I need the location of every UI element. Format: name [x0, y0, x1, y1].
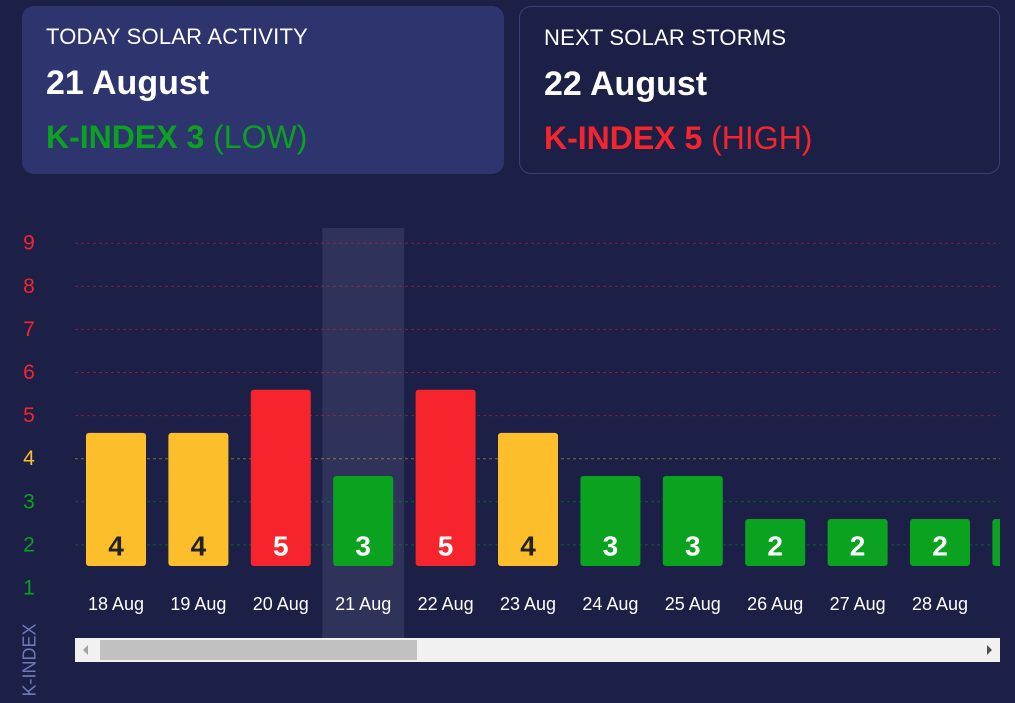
y-tick-5: 5 — [23, 404, 35, 427]
bar-label-6: 3 — [603, 531, 619, 562]
bar-label-5: 4 — [520, 531, 536, 562]
bar-label-1: 4 — [191, 531, 207, 562]
bar-6 — [580, 475, 641, 566]
x-tick-2: 20 Aug — [253, 594, 309, 614]
bar-10 — [910, 519, 970, 566]
y-tick-6: 6 — [23, 361, 35, 384]
today-activity-card: TODAY SOLAR ACTIVITY 21 August K-INDEX 3… — [22, 6, 504, 174]
bar-2 — [250, 389, 311, 566]
bar-label-10: 2 — [932, 531, 948, 562]
x-tick-8: 26 Aug — [747, 594, 803, 614]
bar-8 — [745, 519, 806, 566]
bar-0 — [86, 432, 146, 566]
x-tick-3: 21 Aug — [335, 594, 391, 614]
next-label: NEXT SOLAR STORMS — [544, 25, 787, 50]
bar-5 — [498, 432, 558, 566]
bar-label-4: 5 — [438, 531, 454, 562]
x-tick-9: 27 Aug — [830, 594, 886, 614]
bar-label-2: 5 — [273, 531, 289, 562]
bars-group: 4 18 Aug 4 19 Aug 5 20 Aug 3 21 Aug 5 22 Aug 4 23 A… — [86, 389, 1000, 614]
bar-11 — [992, 519, 1000, 566]
x-tick-10: 28 Aug — [912, 594, 968, 614]
x-tick-6: 24 Aug — [582, 594, 638, 614]
bar-1 — [168, 432, 229, 566]
y-tick-1: 1 — [23, 577, 35, 600]
scroll-thumb[interactable] — [100, 640, 417, 660]
x-tick-1: 19 Aug — [170, 594, 226, 614]
next-kindex-value: K-INDEX 5 — [544, 120, 703, 156]
x-tick-5: 23 Aug — [500, 594, 556, 614]
bar-9 — [827, 519, 888, 566]
y-tick-7: 7 — [23, 318, 35, 341]
scroll-right-arrow-icon[interactable] — [980, 638, 1000, 662]
today-kindex-value: K-INDEX 3 — [46, 119, 205, 155]
bar-7 — [662, 475, 723, 566]
bar-4 — [415, 389, 476, 566]
today-kindex: K-INDEX 3 (LOW) — [46, 119, 480, 156]
today-label: TODAY SOLAR ACTIVITY — [46, 24, 308, 49]
highlight-band — [322, 228, 405, 640]
next-kindex: K-INDEX 5 (HIGH) — [544, 120, 975, 157]
y-tick-4: 4 — [23, 447, 35, 470]
next-kindex-level: (HIGH) — [711, 120, 813, 156]
x-tick-0: 18 Aug — [88, 594, 144, 614]
bar-label-7: 3 — [685, 531, 701, 562]
y-tick-8: 8 — [23, 275, 35, 298]
today-kindex-level: (LOW) — [213, 119, 308, 155]
y-axis-title: K-INDEX — [19, 623, 40, 697]
x-tick-7: 25 Aug — [665, 594, 721, 614]
bar-3 — [333, 475, 394, 566]
bar-label-8: 2 — [767, 531, 783, 562]
chart-scrollbar[interactable] — [75, 638, 1000, 662]
today-date: 21 August — [46, 64, 210, 102]
next-date: 22 August — [544, 65, 708, 103]
bar-label-0: 4 — [108, 531, 124, 562]
y-tick-3: 3 — [23, 490, 35, 513]
y-tick-9: 9 — [23, 232, 35, 255]
bar-label-9: 2 — [850, 531, 866, 562]
y-tick-2: 2 — [23, 533, 35, 556]
scroll-left-arrow-icon[interactable] — [75, 638, 95, 662]
bar-label-3: 3 — [355, 531, 371, 562]
x-tick-4: 22 Aug — [418, 594, 474, 614]
next-storms-card: NEXT SOLAR STORMS 22 August K-INDEX 5 (H… — [519, 6, 1000, 174]
